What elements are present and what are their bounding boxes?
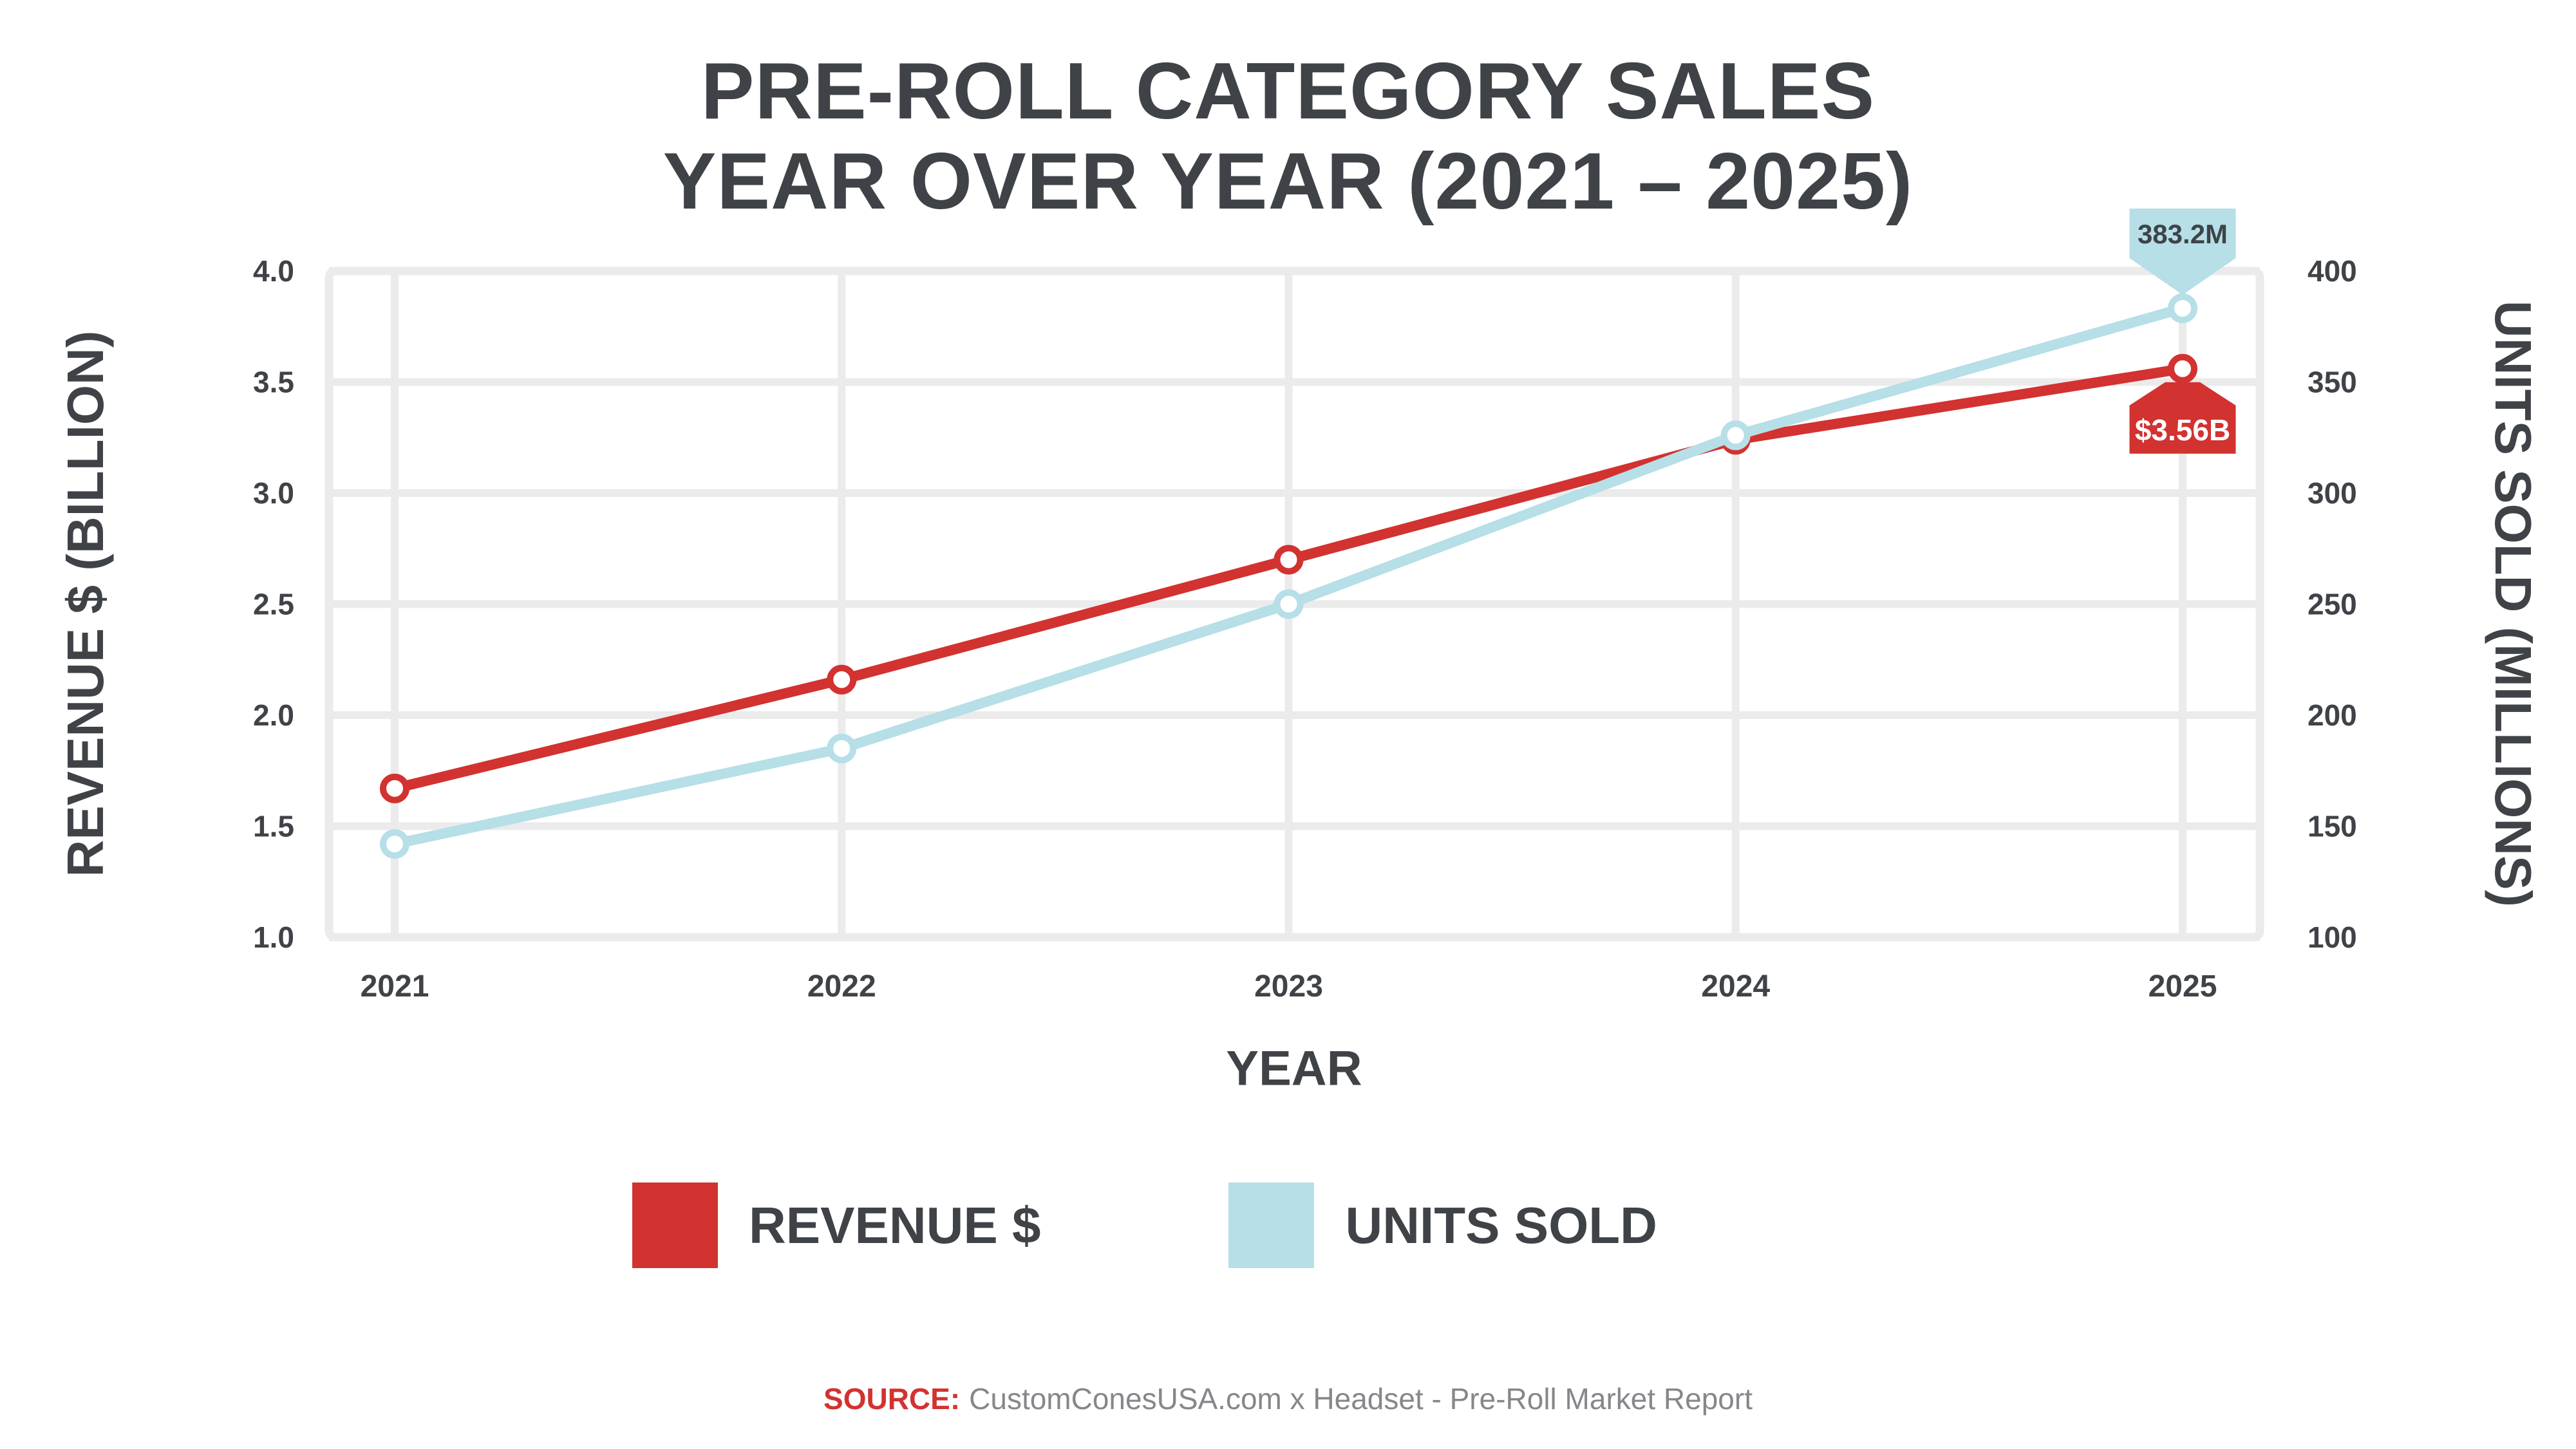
y-right-tick-300: 300 [2308, 476, 2357, 510]
chart-title-line1: PRE-ROLL CATEGORY SALES [700, 47, 1876, 136]
source-line: SOURCE: CustomConesUSA.com x Headset - Pr… [0, 1381, 2576, 1416]
y-right-tick-250: 250 [2308, 588, 2357, 621]
revenue-callout-label: $3.56B [2135, 413, 2230, 447]
x-tick-2025: 2025 [2148, 969, 2217, 1004]
x-axis-title: YEAR [1226, 1041, 1362, 1096]
legend-item-units: UNITS SOLD [1228, 1183, 1657, 1268]
chart-title: PRE-ROLL CATEGORY SALES YEAR OVER YEAR (… [0, 46, 2576, 227]
y-left-tick-3.5: 3.5 [253, 366, 294, 399]
y-left-tick-3.0: 3.0 [253, 476, 294, 510]
source-label: SOURCE: [823, 1382, 961, 1416]
revenue-marker-2023 [1274, 545, 1304, 575]
y-right-tick-200: 200 [2308, 698, 2357, 732]
units-sold-callout-2025: 383.2M [2129, 208, 2236, 295]
y-left-tick-2.0: 2.0 [253, 698, 294, 732]
units-sold-marker-2025 [2168, 293, 2197, 323]
units-sold-marker-2023 [1274, 589, 1304, 619]
units-sold-marker-2021 [380, 829, 409, 859]
units-swatch [1228, 1183, 1315, 1268]
y-right-tick-350: 350 [2308, 366, 2357, 399]
y-right-tick-150: 150 [2308, 810, 2357, 843]
units-sold-marker-2024 [1720, 420, 1751, 451]
revenue-marker-2021 [380, 773, 409, 803]
y-right-tick-100: 100 [2308, 921, 2357, 954]
source-text: CustomConesUSA.com x Headset - Pre-Roll … [969, 1382, 1753, 1416]
x-tick-2024: 2024 [1701, 969, 1770, 1004]
units-callout-label: 383.2M [2138, 219, 2228, 249]
y-left-tick-1.0: 1.0 [253, 921, 294, 954]
legend-item-revenue: REVENUE $ [632, 1183, 1040, 1268]
x-tick-2023: 2023 [1254, 969, 1323, 1004]
legend: REVENUE $ UNITS SOLD [632, 1183, 1657, 1268]
revenue-marker-2022 [827, 664, 857, 695]
legend-label-units: UNITS SOLD [1345, 1196, 1657, 1254]
y-left-tick-1.5: 1.5 [253, 810, 294, 843]
y-left-tick-2.5: 2.5 [253, 588, 294, 621]
revenue-callout-shape [2129, 382, 2236, 454]
y-right-tick-400: 400 [2308, 254, 2357, 288]
revenue-swatch [632, 1183, 718, 1268]
chart-title-line2: YEAR OVER YEAR (2021 – 2025) [663, 137, 1913, 226]
revenue-marker-2025 [2168, 353, 2197, 384]
x-tick-2021: 2021 [361, 969, 429, 1004]
revenue-callout-2025: $3.56B [2129, 382, 2236, 454]
legend-label-revenue: REVENUE $ [749, 1196, 1041, 1254]
units-callout-shape [2129, 208, 2236, 295]
plot-border [324, 266, 2264, 942]
units-sold-marker-2022 [827, 733, 857, 763]
x-tick-2022: 2022 [807, 969, 876, 1004]
y-left-tick-4.0: 4.0 [253, 254, 294, 288]
